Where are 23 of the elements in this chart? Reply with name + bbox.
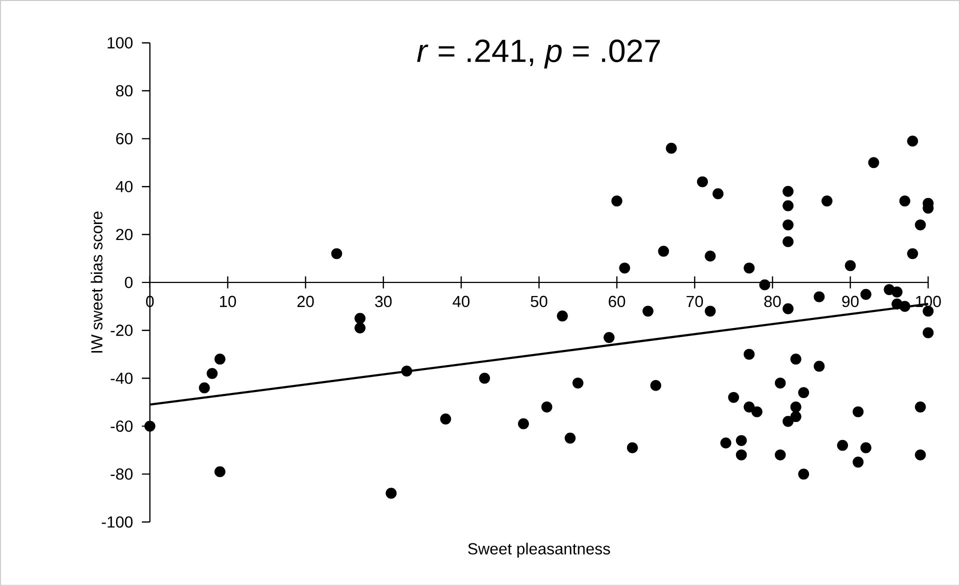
- y-tick-label: -60: [110, 420, 133, 432]
- x-tick-label: 40: [452, 296, 470, 308]
- y-tick-label: 40: [116, 180, 133, 192]
- chart-title: r = .241, p = .027: [417, 40, 660, 69]
- x-tick-label: 80: [764, 296, 781, 308]
- y-tick-label: -100: [102, 516, 133, 528]
- x-tick-label: 70: [686, 296, 703, 308]
- x-tick-label: 10: [220, 296, 236, 308]
- y-tick-label: -80: [110, 468, 133, 480]
- x-tick-label: 90: [842, 296, 859, 308]
- x-tick-label: 50: [530, 296, 548, 308]
- x-tick-label: 30: [375, 296, 392, 308]
- y-tick-label: -20: [110, 324, 133, 336]
- y-axis-title: IW sweet bias score: [90, 212, 102, 353]
- x-axis-title: Sweet pleasantness: [468, 542, 610, 558]
- y-tick-label: 20: [116, 228, 133, 240]
- x-tick-label: 20: [297, 296, 314, 308]
- y-tick-label: 100: [108, 37, 133, 49]
- y-tick-label: 0: [124, 276, 133, 288]
- y-tick-label: -40: [110, 372, 133, 384]
- x-tick-label: 60: [608, 296, 626, 308]
- y-tick-label: 60: [116, 133, 133, 144]
- y-tick-label: 80: [116, 85, 133, 96]
